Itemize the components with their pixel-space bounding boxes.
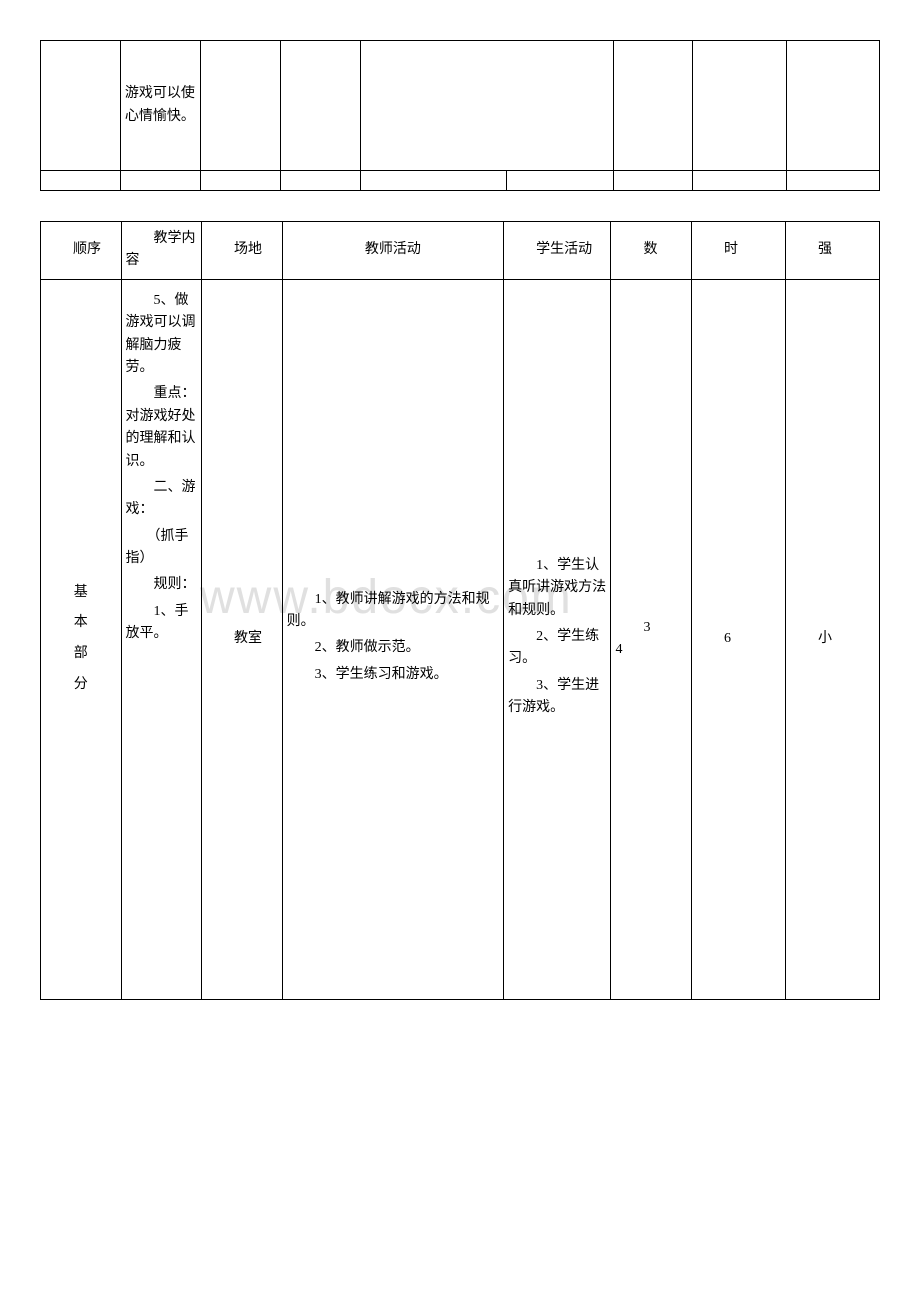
- header-intensity: 强: [785, 222, 879, 280]
- content-p6: 1、手放平。: [126, 601, 198, 646]
- header-teacher-activity: 教师活动: [282, 222, 503, 280]
- header-teaching-content: 教学内容: [121, 222, 202, 280]
- student-p1: 1、学生认真听讲游戏方法和规则。: [508, 555, 606, 622]
- teacher-p3: 3、学生练习和游戏。: [287, 664, 499, 686]
- cell-venue: 教室: [202, 279, 283, 999]
- student-p3: 3、学生进行游戏。: [508, 675, 606, 720]
- cell-empty: [41, 171, 121, 191]
- cell-empty: [120, 171, 200, 191]
- table-row: 游戏可以使心情愉快。: [41, 41, 880, 171]
- header-venue: 场地: [202, 222, 283, 280]
- content-p3: 二、游戏：: [126, 477, 198, 522]
- cell-empty: [693, 41, 786, 171]
- content-p1: 5、做游戏可以调解脑力疲劳。: [126, 290, 198, 380]
- cell-empty: [280, 41, 360, 171]
- table-1-wrapper: 游戏可以使心情愉快。: [40, 40, 880, 191]
- cell-empty: [693, 171, 786, 191]
- sequence-text: 基 本 部 分: [45, 578, 117, 701]
- table-header-row: 顺序 教学内容 场地 教师活动 学生活动 数 时 强: [41, 222, 880, 280]
- table-2: 顺序 教学内容 场地 教师活动 学生活动 数 时 强 基 本 部 分 5、做游戏…: [40, 221, 880, 1000]
- content-p4: （抓手指）: [126, 526, 198, 571]
- cell-empty: [613, 41, 693, 171]
- cell-intensity: 小: [785, 279, 879, 999]
- table-2-wrapper: 顺序 教学内容 场地 教师活动 学生活动 数 时 强 基 本 部 分 5、做游戏…: [40, 221, 880, 1000]
- cell-empty: [360, 171, 506, 191]
- content-p5: 规则：: [126, 574, 198, 596]
- cell-empty: [200, 41, 280, 171]
- header-time: 时: [692, 222, 786, 280]
- table-body-row: 基 本 部 分 5、做游戏可以调解脑力疲劳。 重点：对游戏好处的理解和认识。 二…: [41, 279, 880, 999]
- cell-teacher-activity: 1、教师讲解游戏的方法和规则。 2、教师做示范。 3、学生练习和游戏。: [282, 279, 503, 999]
- cell-empty: [507, 171, 614, 191]
- cell-empty: [41, 41, 121, 171]
- cell-count: 3 4: [611, 279, 692, 999]
- cell-empty: [280, 171, 360, 191]
- cell-empty: [200, 171, 280, 191]
- cell-empty: [786, 171, 879, 191]
- cell-sequence: 基 本 部 分: [41, 279, 122, 999]
- cell-student-activity: 1、学生认真听讲游戏方法和规则。 2、学生练习。 3、学生进行游戏。: [504, 279, 611, 999]
- table-row: [41, 171, 880, 191]
- header-sequence: 顺序: [41, 222, 122, 280]
- cell-empty: [613, 171, 693, 191]
- cell-content: 游戏可以使心情愉快。: [120, 41, 200, 171]
- student-p2: 2、学生练习。: [508, 626, 606, 671]
- content-p2: 重点：对游戏好处的理解和认识。: [126, 383, 198, 473]
- cell-teaching-content: 5、做游戏可以调解脑力疲劳。 重点：对游戏好处的理解和认识。 二、游戏： （抓手…: [121, 279, 202, 999]
- table-1: 游戏可以使心情愉快。: [40, 40, 880, 191]
- teacher-p2: 2、教师做示范。: [287, 637, 499, 659]
- cell-empty: [360, 41, 613, 171]
- header-student-activity: 学生活动: [504, 222, 611, 280]
- cell-empty: [786, 41, 879, 171]
- header-count: 数: [611, 222, 692, 280]
- teacher-p1: 1、教师讲解游戏的方法和规则。: [287, 589, 499, 634]
- cell-time: 6: [692, 279, 786, 999]
